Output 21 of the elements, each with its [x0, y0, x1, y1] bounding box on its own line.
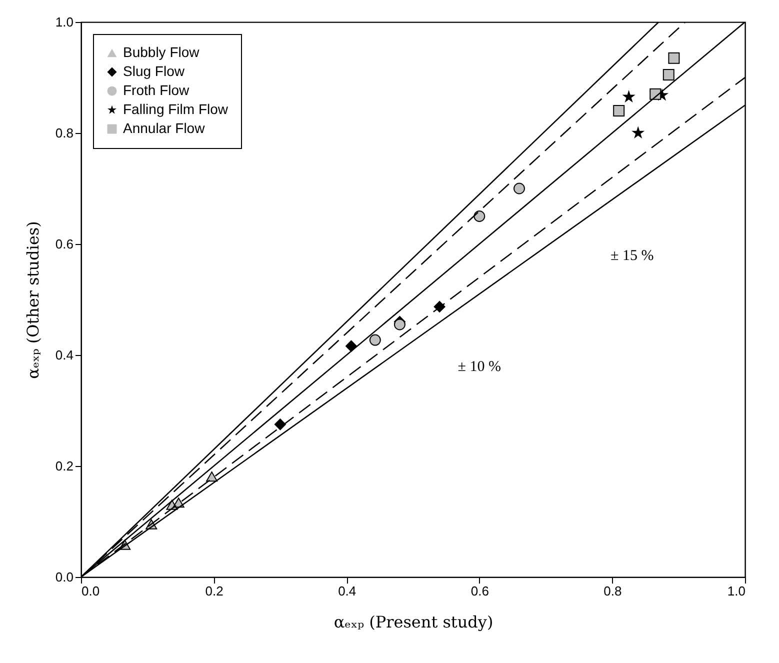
y-tick-label: 0.4: [55, 348, 74, 362]
y-tick-label: 0.6: [55, 236, 74, 252]
x-tick-label: 0.8: [604, 584, 622, 598]
y-axis-title: αₑₓₚ (Other studies): [23, 221, 42, 379]
legend-label: Annular Flow: [123, 120, 206, 136]
x-tick-label: 0.2: [205, 584, 224, 598]
legend-label: Slug Flow: [123, 63, 186, 79]
x-tick-label: 0.4: [338, 584, 356, 598]
y-tick-label: 0.8: [55, 126, 74, 140]
y-tick-label: 0.0: [55, 570, 74, 584]
y-tick-label: 0.2: [55, 458, 74, 474]
legend-label: Falling Film Flow: [123, 101, 229, 117]
legend-label: Bubbly Flow: [123, 44, 200, 60]
legend-label: Froth Flow: [123, 82, 190, 98]
y-tick-label: 1.0: [55, 14, 74, 30]
x-tick-label: 0.0: [82, 584, 100, 598]
annotation: ± 15 %: [610, 248, 654, 264]
annotation: ± 10 %: [458, 359, 502, 376]
x-axis-title: αₑₓₚ (Present study): [334, 612, 494, 632]
x-tick-label: 0.6: [470, 584, 489, 598]
x-tick-label: 1.0: [727, 584, 746, 598]
